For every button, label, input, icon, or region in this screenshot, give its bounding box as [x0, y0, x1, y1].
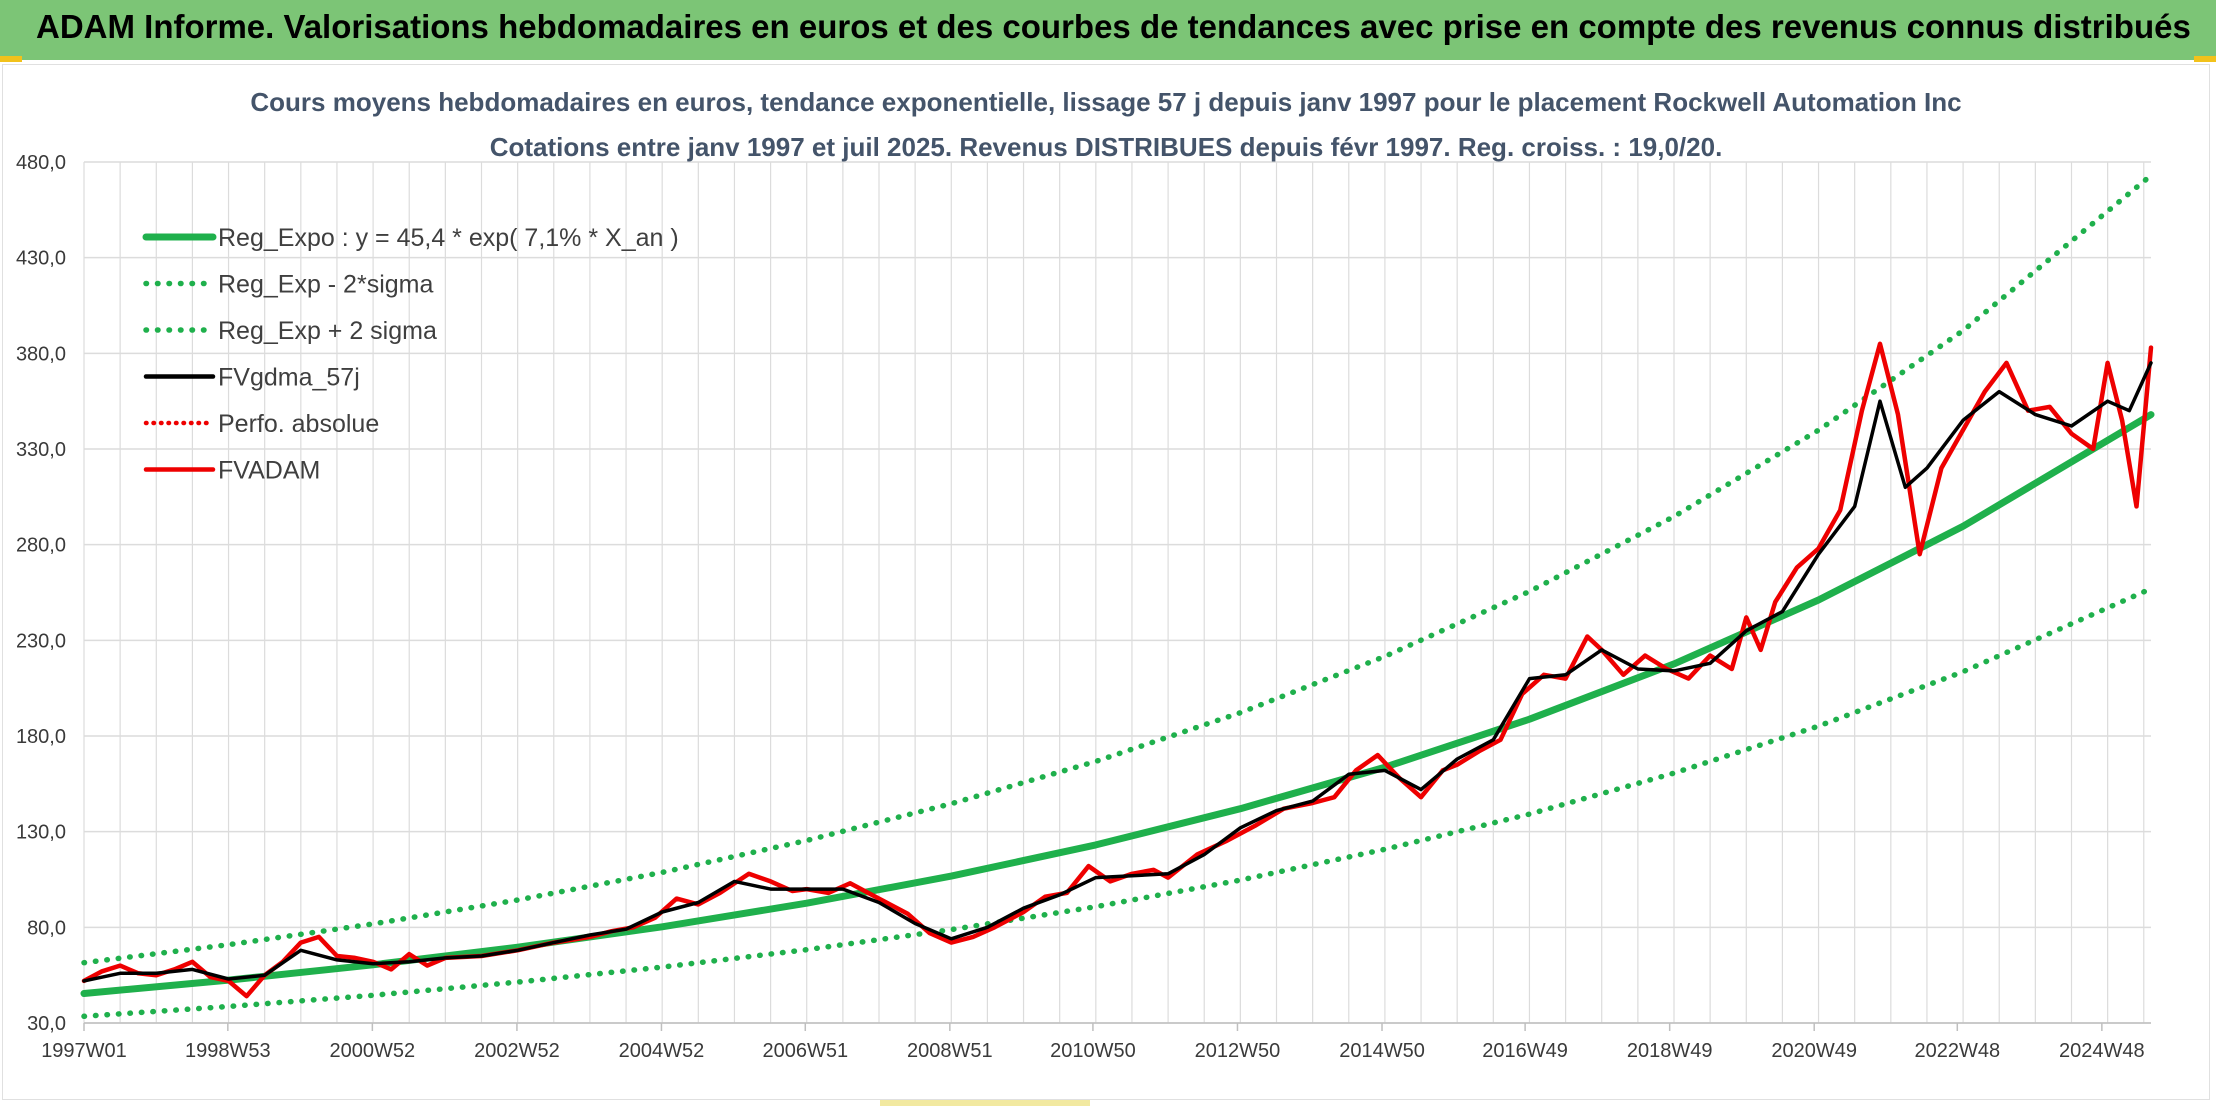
y-tick-label: 330,0: [16, 439, 66, 461]
x-tick-label: 2006W51: [762, 1040, 848, 1062]
x-tick-label: 2002W52: [474, 1040, 560, 1062]
y-tick-label: 480,0: [16, 152, 66, 174]
series-line-fvadam: [81, 341, 2154, 999]
chart-title: Cours moyens hebdomadaires en euros, ten…: [250, 87, 1961, 117]
legend-label-upper: Reg_Exp + 2 sigma: [218, 317, 437, 345]
y-tick-label: 430,0: [16, 248, 66, 270]
legend-label-fvgdma: FVgdma_57j: [218, 364, 360, 392]
x-tick-label: 2024W48: [2059, 1040, 2145, 1062]
x-tick-label: 2012W50: [1195, 1040, 1281, 1062]
legend-label-perfo: Perfo. absolue: [218, 410, 379, 438]
y-tick-label: 130,0: [16, 822, 66, 844]
series: [80, 172, 2155, 1020]
x-tick-label: 2018W49: [1627, 1040, 1713, 1062]
chart-frame: Cours moyens hebdomadaires en euros, ten…: [2, 64, 2210, 1100]
report-header: ADAM Informe. Valorisations hebdomadaire…: [0, 0, 2216, 60]
legend-label-fvadam: FVADAM: [218, 457, 320, 485]
y-tick-label: 280,0: [16, 535, 66, 557]
series-line-fvgdma: [82, 361, 2153, 983]
y-tick-label: 30,0: [27, 1013, 66, 1035]
legend: Reg_Expo : y = 45,4 * exp( 7,1% * X_an )…: [142, 224, 679, 485]
x-tick-label: 2000W52: [330, 1040, 416, 1062]
chart: Cours moyens hebdomadaires en euros, ten…: [16, 87, 2155, 1062]
legend-label-lower: Reg_Exp - 2*sigma: [218, 271, 433, 299]
series-line-upper: [81, 172, 2154, 966]
y-tick-label: 80,0: [27, 917, 66, 939]
header-accent-left: [0, 56, 22, 62]
x-tick-label: 2010W50: [1050, 1040, 1136, 1062]
x-tick-label: 1998W53: [185, 1040, 271, 1062]
y-tick-label: 180,0: [16, 726, 66, 748]
x-tick-label: 2016W49: [1482, 1040, 1568, 1062]
y-tick-label: 380,0: [16, 343, 66, 365]
x-tick-label: 2008W51: [907, 1040, 993, 1062]
bottom-accent: [880, 1100, 1090, 1106]
y-tick-label: 230,0: [16, 630, 66, 652]
x-axis-ticks: 1997W01 1998W53 2000W52 2002W52 2004W52 2006W…: [41, 1023, 2145, 1062]
x-tick-label: 2020W49: [1771, 1040, 1857, 1062]
header-accent-right: [2194, 56, 2216, 62]
x-tick-label: 2004W52: [619, 1040, 705, 1062]
x-tick-label: 2022W48: [1914, 1040, 2000, 1062]
x-tick-label: 2014W50: [1339, 1040, 1425, 1062]
y-axis-ticks: 30,0 80,0 130,0 180,0 230,0 280,0 330,0 380,0 43…: [16, 152, 66, 1035]
report-title: ADAM Informe. Valorisations hebdomadaire…: [36, 8, 2191, 45]
series-line-lower: [81, 585, 2154, 1020]
chart-subtitle: Cotations entre janv 1997 et juil 2025. …: [490, 132, 1723, 162]
x-tick-label: 1997W01: [41, 1040, 127, 1062]
legend-label-reg: Reg_Expo : y = 45,4 * exp( 7,1% * X_an ): [218, 224, 679, 252]
